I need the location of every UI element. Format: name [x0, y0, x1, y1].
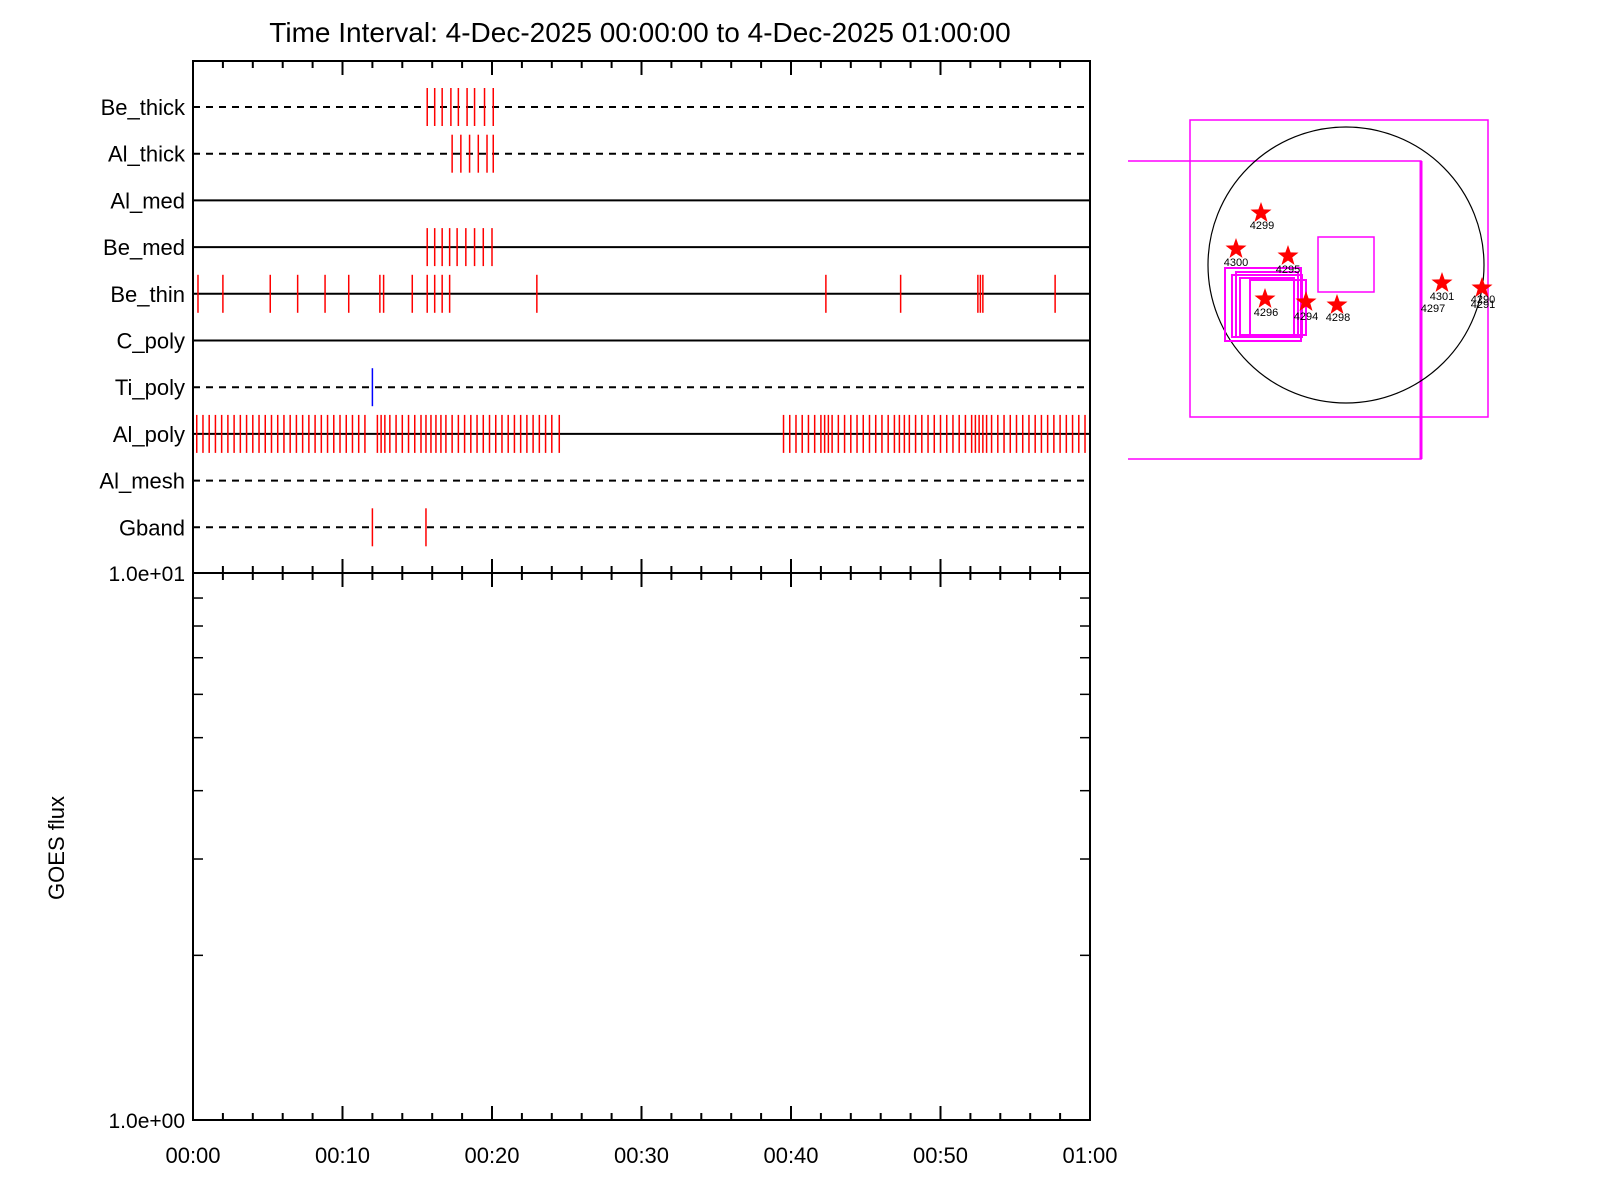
- channel-label: Gband: [119, 515, 185, 540]
- region-label: 4301: [1430, 291, 1454, 303]
- goes-y-axis-label: GOES flux: [44, 796, 69, 900]
- channel-label: Be_thick: [101, 95, 186, 120]
- region-box: [1249, 279, 1307, 336]
- fov-box: [1189, 119, 1489, 418]
- channel-label: Al_med: [110, 188, 185, 213]
- region-label: 4298: [1326, 312, 1350, 324]
- y-tick-label: 1.0e+01: [109, 563, 186, 586]
- chart-title: Time Interval: 4-Dec-2025 00:00:00 to 4-…: [269, 17, 1010, 48]
- region-label: 4294: [1294, 311, 1318, 323]
- channel-label: Al_thick: [108, 142, 186, 167]
- channel-label: Al_poly: [113, 422, 185, 447]
- region-star: [1326, 294, 1348, 314]
- region-star: [1277, 245, 1299, 265]
- goes-panel-frame: [192, 572, 1091, 1121]
- channel-label: Al_mesh: [99, 469, 185, 494]
- region-star: [1250, 202, 1272, 222]
- event-panel: Be_thick Al_thick Al_med Be_med Be_thin C_pol…: [99, 60, 1091, 574]
- region-star: [1295, 291, 1317, 311]
- x-tick-label: 00:00: [165, 1143, 220, 1168]
- channel-label: Be_thin: [110, 282, 185, 307]
- x-tick-label: 00:10: [315, 1143, 370, 1168]
- region-label: 4295: [1276, 264, 1300, 276]
- region-star: [1254, 288, 1276, 308]
- region-star: [1431, 272, 1453, 292]
- x-tick-label: 00:50: [913, 1143, 968, 1168]
- region-label: 4299: [1250, 220, 1274, 232]
- region-label: 4291: [1471, 299, 1495, 311]
- region-star: [1471, 277, 1493, 297]
- region-star: [1225, 238, 1247, 258]
- event-panel-frame: [192, 60, 1091, 574]
- region-box: [1235, 271, 1299, 338]
- x-tick-label: 00:30: [614, 1143, 669, 1168]
- region-label: 4296: [1254, 307, 1278, 319]
- region-label: 4300: [1224, 257, 1248, 269]
- solar-disk: [1207, 126, 1485, 404]
- channel-label: C_poly: [117, 329, 185, 354]
- region-box: [1317, 236, 1375, 293]
- region-box: [1231, 274, 1303, 338]
- channel-label: Be_med: [103, 235, 185, 260]
- region-label: 4290: [1471, 294, 1495, 306]
- region-label: 4297: [1421, 303, 1445, 315]
- x-tick-label: 00:40: [763, 1143, 818, 1168]
- goes-panel: 00:00 00:10 00:20 00:30 00:40 00:50 01:00 1.0e+…: [109, 559, 1118, 1168]
- y-tick-label: 1.0e+00: [109, 1110, 186, 1133]
- x-tick-label: 00:20: [464, 1143, 519, 1168]
- channel-label: Ti_poly: [115, 375, 185, 400]
- x-tick-label: 01:00: [1062, 1143, 1117, 1168]
